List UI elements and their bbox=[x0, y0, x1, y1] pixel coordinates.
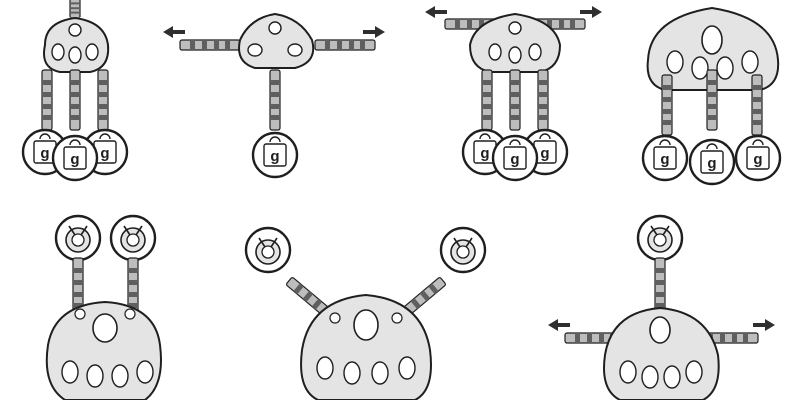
panel-three-hanging-weights-small-plate: g g g bbox=[21, 0, 129, 182]
weight-label: g bbox=[480, 145, 489, 162]
panel-large-plate-three-weights: g g g bbox=[641, 6, 782, 186]
weight-label: g bbox=[707, 155, 716, 172]
weight-label: g bbox=[40, 145, 49, 162]
weight-label: g bbox=[660, 151, 669, 168]
panel-single-top-anchor-horizontal-pull bbox=[548, 214, 775, 400]
weight-label: g bbox=[100, 145, 109, 162]
panel-two-top-anchors-large-plate bbox=[45, 214, 162, 400]
weight-label: g bbox=[70, 151, 79, 168]
panel-angled-anchors-large-plate bbox=[244, 226, 487, 400]
panel-horizontal-pull-three-weights: g g g bbox=[425, 6, 602, 182]
panel-horizontal-pull-single-weight: g bbox=[163, 12, 385, 179]
weight-label: g bbox=[753, 151, 762, 168]
weight-label: g bbox=[270, 148, 279, 165]
weight-label: g bbox=[510, 151, 519, 168]
weight-label: g bbox=[540, 145, 549, 162]
